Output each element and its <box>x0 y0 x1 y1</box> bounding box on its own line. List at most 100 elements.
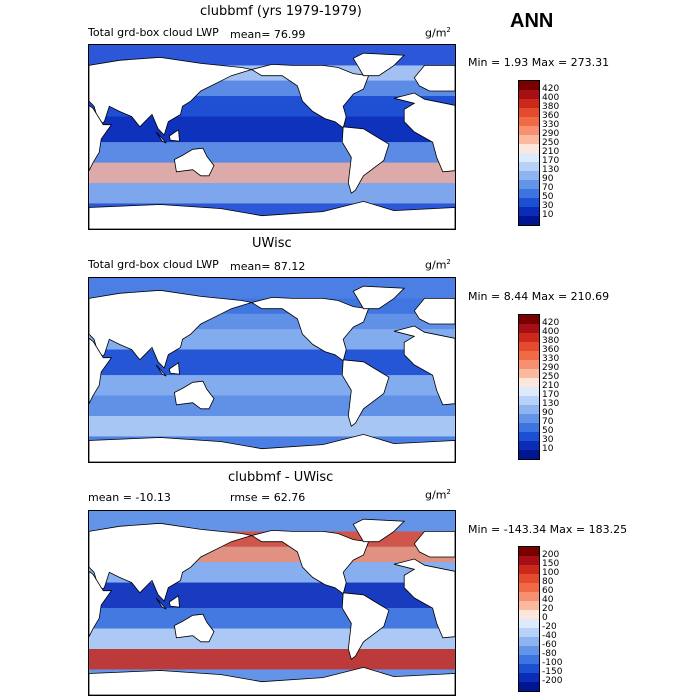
land-outline <box>413 64 455 92</box>
panel-3-colorbar <box>518 546 540 692</box>
panel-1-left-label: Total grd-box cloud LWP <box>88 26 219 39</box>
colorbar-tick-label: 170 <box>542 155 560 166</box>
season-label: ANN <box>510 10 554 32</box>
colorbar-swatch <box>519 378 539 387</box>
colorbar-tick-label: 200 <box>542 549 560 560</box>
colorbar-tick-label: 30 <box>542 434 554 445</box>
land-outline <box>168 362 180 375</box>
land-outline <box>89 433 455 462</box>
colorbar-tick-label: 360 <box>542 110 560 121</box>
contour-band <box>89 649 455 670</box>
colorbar-tick-label: 210 <box>542 380 560 391</box>
colorbar-swatch <box>519 664 539 673</box>
land-outline <box>89 570 113 637</box>
land-outline <box>250 296 370 362</box>
contour-band <box>89 375 455 396</box>
colorbar-tick-label: 60 <box>542 585 554 596</box>
map-field <box>89 511 455 695</box>
land-outline <box>341 592 390 660</box>
land-outline <box>393 325 455 406</box>
colorbar-tick-label: 70 <box>542 182 554 193</box>
panel-3-title: clubbmf - UWisc <box>228 470 334 485</box>
colorbar-tick-label: 90 <box>542 173 554 184</box>
colorbar-tick-label: 380 <box>542 101 560 112</box>
map-field <box>89 278 455 462</box>
contour-band <box>89 416 455 437</box>
colorbar-swatch <box>519 360 539 369</box>
panel-1-title: clubbmf (yrs 1979-1979) <box>200 4 362 19</box>
panel-1-mean: mean= 76.99 <box>230 28 306 41</box>
colorbar-swatch <box>519 450 539 459</box>
contour-band <box>89 116 455 143</box>
panel-3-minmax: Min = -143.34 Max = 183.25 <box>468 523 628 536</box>
panel-1-map <box>88 44 456 230</box>
colorbar-swatch <box>519 673 539 682</box>
colorbar-swatch <box>519 351 539 360</box>
colorbar-swatch <box>519 414 539 423</box>
colorbar-swatch <box>519 682 539 691</box>
land-outline <box>413 530 455 558</box>
colorbar-swatch <box>519 655 539 664</box>
colorbar-tick-label: 130 <box>542 398 560 409</box>
colorbar-tick-label: -60 <box>542 639 557 650</box>
panel-3-rmse: rmse = 62.76 <box>230 491 306 504</box>
colorbar-tick-label: 250 <box>542 371 560 382</box>
panel-2-left-label: Total grd-box cloud LWP <box>88 258 219 271</box>
colorbar-swatch <box>519 423 539 432</box>
colorbar-swatch <box>519 646 539 655</box>
land-outline <box>155 597 167 610</box>
contour-band <box>89 395 455 416</box>
colorbar-tick-label: 90 <box>542 407 554 418</box>
contour-band <box>89 183 455 204</box>
colorbar-swatch <box>519 171 539 180</box>
colorbar-tick-label: 330 <box>542 353 560 364</box>
colorbar-tick-label: 130 <box>542 164 560 175</box>
land-outline <box>341 359 390 427</box>
panel-1-colorbar <box>518 80 540 226</box>
panel-2-map <box>88 277 456 463</box>
colorbar-swatch <box>519 135 539 144</box>
colorbar-tick-label: 0 <box>542 612 548 623</box>
land-outline <box>168 595 180 608</box>
colorbar-tick-label: 250 <box>542 137 560 148</box>
colorbar-tick-label: -80 <box>542 648 557 659</box>
colorbar-swatch <box>519 81 539 90</box>
colorbar-swatch <box>519 619 539 628</box>
colorbar-tick-label: 420 <box>542 317 560 328</box>
colorbar-swatch <box>519 556 539 565</box>
colorbar-swatch <box>519 315 539 324</box>
contour-band <box>89 582 455 609</box>
colorbar-tick-label: 100 <box>542 567 560 578</box>
colorbar-swatch <box>519 432 539 441</box>
colorbar-swatch <box>519 189 539 198</box>
colorbar-tick-label: 400 <box>542 92 560 103</box>
colorbar-tick-label: -150 <box>542 666 563 677</box>
colorbar-tick-label: 50 <box>542 425 554 436</box>
panel-2-mean: mean= 87.12 <box>230 260 306 273</box>
colorbar-swatch <box>519 396 539 405</box>
colorbar-tick-label: 380 <box>542 335 560 346</box>
contour-band <box>89 628 455 649</box>
colorbar-tick-label: 30 <box>542 200 554 211</box>
land-outline <box>250 63 370 129</box>
colorbar-swatch <box>519 207 539 216</box>
land-outline <box>89 522 252 602</box>
panel-2-colorbar <box>518 314 540 460</box>
colorbar-swatch <box>519 601 539 610</box>
colorbar-swatch <box>519 99 539 108</box>
colorbar-swatch <box>519 333 539 342</box>
land-outline <box>168 129 180 142</box>
colorbar-tick-label: 80 <box>542 576 554 587</box>
land-outline <box>89 289 252 369</box>
colorbar-tick-label: -20 <box>542 621 557 632</box>
colorbar-tick-label: 40 <box>542 594 554 605</box>
land-outline <box>250 529 370 595</box>
map-field <box>89 45 455 229</box>
land-outline <box>155 364 167 377</box>
colorbar-swatch <box>519 216 539 225</box>
colorbar-tick-label: 10 <box>542 443 554 454</box>
land-outline <box>393 92 455 173</box>
colorbar-tick-label: 400 <box>542 326 560 337</box>
colorbar-tick-label: 150 <box>542 558 560 569</box>
